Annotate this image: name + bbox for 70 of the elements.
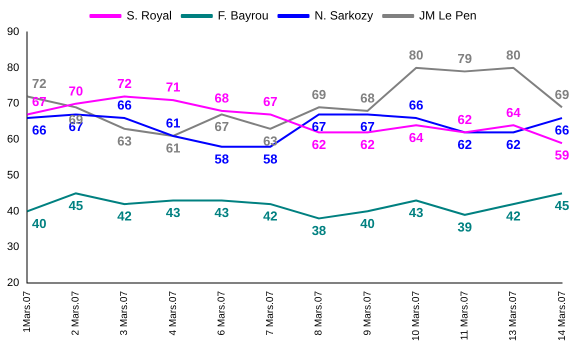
- data-label: 63: [117, 133, 132, 148]
- data-label: 43: [408, 205, 424, 220]
- x-tick-label: 11 Mars.07: [460, 290, 471, 340]
- data-label: 62: [312, 136, 326, 152]
- y-tick-label: 90: [6, 26, 20, 38]
- data-label: 43: [166, 205, 180, 220]
- legend-label: S. Royal: [126, 8, 172, 22]
- legend-label: JM Le Pen: [419, 8, 477, 22]
- data-label: 66: [408, 98, 424, 113]
- data-label: 42: [117, 208, 132, 224]
- data-label: 43: [214, 205, 229, 220]
- data-label: 58: [214, 151, 229, 166]
- data-label: 67: [360, 119, 375, 134]
- data-label: 69: [554, 86, 570, 102]
- data-label: 40: [360, 216, 375, 231]
- y-tick-label: 50: [6, 169, 20, 182]
- data-label: 80: [408, 47, 424, 62]
- data-label: 79: [458, 51, 472, 66]
- x-tick-label: 14 Mars.07: [556, 290, 568, 342]
- x-tick-label: 9 Mars.07: [362, 290, 374, 336]
- data-label: 68: [214, 90, 229, 106]
- data-label: 45: [554, 198, 570, 213]
- data-label: 72: [117, 76, 132, 92]
- data-label: 61: [166, 116, 180, 131]
- x-tick-label: 7 Mars.07: [265, 290, 276, 336]
- data-label: 62: [360, 136, 375, 152]
- data-label: 66: [554, 122, 570, 138]
- data-label: 71: [166, 80, 180, 95]
- data-label: 42: [263, 208, 278, 224]
- x-tick-label: 1Mars.07: [22, 290, 33, 333]
- data-label: 63: [263, 133, 278, 148]
- data-label: 62: [458, 136, 472, 152]
- data-label: 67: [214, 119, 229, 134]
- x-tick-label: 8 Mars.07: [314, 290, 325, 336]
- data-label: 40: [32, 216, 46, 231]
- data-label: 59: [554, 148, 570, 163]
- y-tick-label: 80: [6, 62, 20, 74]
- data-label: 61: [166, 140, 180, 156]
- legend-label: N. Sarkozy: [314, 8, 374, 22]
- y-tick-label: 60: [6, 134, 20, 146]
- x-tick-label: 13 Mars.07: [508, 290, 520, 342]
- data-label: 62: [458, 112, 472, 127]
- x-tick-label: 3 Mars.07: [119, 290, 130, 336]
- x-tick-label: 2 Mars.07: [70, 290, 82, 336]
- y-tick-label: 70: [6, 98, 20, 110]
- data-label: 70: [68, 83, 84, 98]
- data-label: 80: [506, 47, 521, 62]
- y-tick-label: 20: [6, 277, 20, 290]
- data-label: 67: [263, 94, 278, 110]
- data-label: 72: [32, 76, 46, 92]
- data-label: 38: [312, 223, 326, 238]
- x-tick-label: 4 Mars.07: [168, 290, 179, 336]
- x-tick-label: 6 Mars.07: [216, 290, 228, 336]
- data-label: 66: [32, 122, 46, 138]
- legend-label: F. Bayrou: [218, 8, 269, 22]
- y-tick-label: 40: [6, 205, 20, 218]
- data-label: 42: [506, 208, 521, 224]
- y-tick-label: 30: [6, 241, 20, 254]
- data-label: 62: [506, 136, 521, 152]
- data-label: 66: [117, 98, 132, 113]
- data-label: 67: [32, 94, 46, 110]
- x-tick-label: 10 Mars.07: [410, 290, 422, 342]
- data-label: 68: [360, 90, 375, 106]
- data-label: 58: [263, 151, 278, 166]
- data-label: 67: [312, 119, 326, 134]
- data-label: 64: [408, 130, 424, 145]
- data-label: 64: [506, 104, 522, 120]
- data-label: 39: [458, 219, 472, 234]
- data-label: 45: [68, 198, 84, 213]
- data-label: 69: [312, 86, 326, 102]
